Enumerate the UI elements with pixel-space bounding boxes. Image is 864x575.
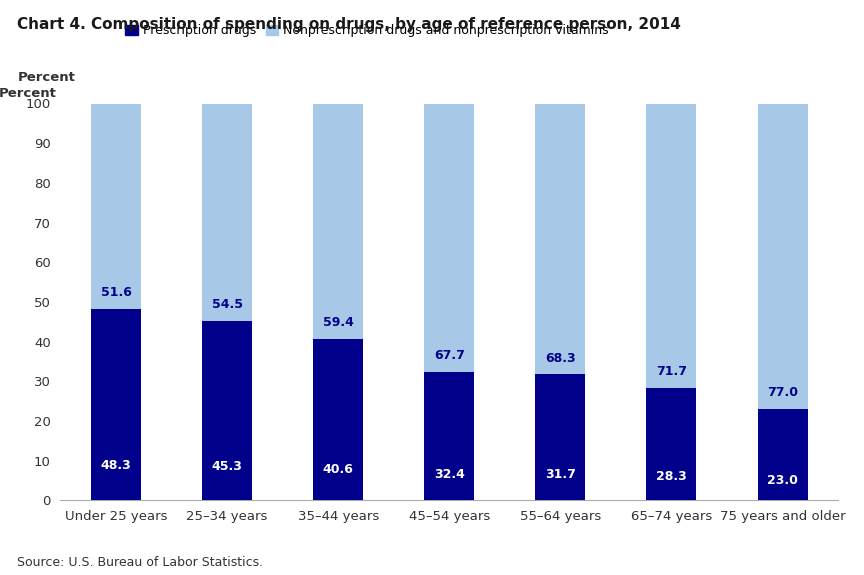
Bar [424, 103, 474, 371]
Bar [91, 309, 141, 500]
Text: Percent: Percent [17, 71, 75, 84]
Text: 54.5: 54.5 [212, 298, 243, 311]
Bar [313, 339, 363, 500]
Bar [646, 388, 696, 500]
Bar [202, 320, 252, 500]
Bar [536, 104, 585, 374]
Text: 28.3: 28.3 [656, 470, 687, 484]
Text: 45.3: 45.3 [212, 461, 243, 473]
Text: 51.6: 51.6 [100, 286, 131, 298]
Text: Source: U.S. Bureau of Labor Statistics.: Source: U.S. Bureau of Labor Statistics. [17, 556, 264, 569]
Bar [202, 104, 252, 320]
Bar [424, 371, 474, 500]
Bar [758, 409, 808, 500]
Bar [536, 374, 585, 500]
Bar [91, 104, 141, 309]
Text: Percent: Percent [0, 86, 56, 99]
Text: 59.4: 59.4 [323, 316, 353, 329]
Bar [646, 104, 696, 388]
Text: 32.4: 32.4 [434, 468, 465, 481]
Text: 40.6: 40.6 [323, 463, 353, 476]
Text: 67.7: 67.7 [434, 349, 465, 362]
Text: 31.7: 31.7 [545, 469, 575, 481]
Text: 77.0: 77.0 [767, 386, 798, 399]
Text: 23.0: 23.0 [767, 474, 798, 486]
Text: 68.3: 68.3 [545, 351, 575, 365]
Bar [758, 104, 808, 409]
Text: 48.3: 48.3 [100, 458, 131, 472]
Text: Chart 4. Composition of spending on drugs, by age of reference person, 2014: Chart 4. Composition of spending on drug… [17, 17, 681, 32]
Text: 71.7: 71.7 [656, 365, 687, 378]
Legend: Prescription drugs, Nonprescription drugs and nonprescription vitamins: Prescription drugs, Nonprescription drug… [125, 25, 609, 37]
Bar [313, 104, 363, 339]
